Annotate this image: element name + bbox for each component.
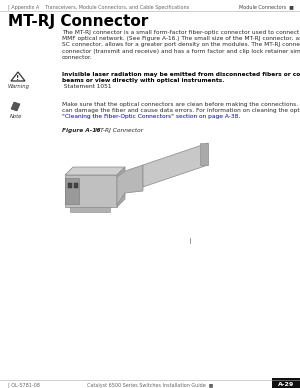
Text: Note: Note (10, 114, 22, 119)
Text: !: ! (16, 76, 20, 81)
Polygon shape (70, 207, 110, 212)
Text: | OL-5781-08: | OL-5781-08 (8, 382, 40, 388)
Text: | Appendix A    Transceivers, Module Connectors, and Cable Specifications: | Appendix A Transceivers, Module Connec… (8, 4, 189, 10)
Polygon shape (200, 143, 208, 165)
Text: beams or view directly with optical instruments.: beams or view directly with optical inst… (62, 78, 224, 83)
FancyBboxPatch shape (272, 378, 300, 388)
FancyBboxPatch shape (74, 183, 78, 188)
Text: Figure A-16: Figure A-16 (62, 128, 100, 133)
Polygon shape (11, 102, 20, 111)
Text: connector (transmit and receive) and has a form factor and clip lock retainer si: connector (transmit and receive) and has… (62, 48, 300, 54)
Polygon shape (117, 167, 125, 207)
Text: connector.: connector. (62, 55, 93, 60)
Text: Statement 1051: Statement 1051 (62, 85, 112, 89)
Polygon shape (65, 178, 79, 204)
Text: Warning: Warning (7, 84, 29, 89)
Text: Module Connectors  ■: Module Connectors ■ (239, 5, 294, 9)
Polygon shape (117, 165, 143, 205)
Text: MT-RJ Connector: MT-RJ Connector (8, 14, 148, 29)
Text: SC connector, allows for a greater port density on the modules. The MT-RJ connec: SC connector, allows for a greater port … (62, 42, 300, 47)
Text: can damage the fiber and cause data errors. For information on cleaning the opti: can damage the fiber and cause data erro… (62, 108, 300, 113)
Text: The MT-RJ connector is a small form-factor fiber-optic connector used to connect: The MT-RJ connector is a small form-fact… (62, 30, 300, 35)
Text: A-29: A-29 (278, 381, 294, 386)
Polygon shape (143, 143, 208, 187)
Polygon shape (65, 175, 117, 207)
Text: Make sure that the optical connectors are clean before making the connections. C: Make sure that the optical connectors ar… (62, 102, 300, 107)
Text: Invisible laser radiation may be emitted from disconnected fibers or connectors.: Invisible laser radiation may be emitted… (62, 72, 300, 77)
Text: MT-RJ Connector: MT-RJ Connector (95, 128, 143, 133)
FancyBboxPatch shape (68, 183, 72, 188)
Text: "Cleaning the Fiber-Optic Connectors" section on page A-38.: "Cleaning the Fiber-Optic Connectors" se… (62, 114, 240, 120)
Text: MMF optical network. (See Figure A-16.) The small size of the MT-RJ connector, a: MMF optical network. (See Figure A-16.) … (62, 36, 300, 41)
Text: Catalyst 6500 Series Switches Installation Guide  ■: Catalyst 6500 Series Switches Installati… (87, 383, 213, 388)
Polygon shape (65, 167, 125, 175)
